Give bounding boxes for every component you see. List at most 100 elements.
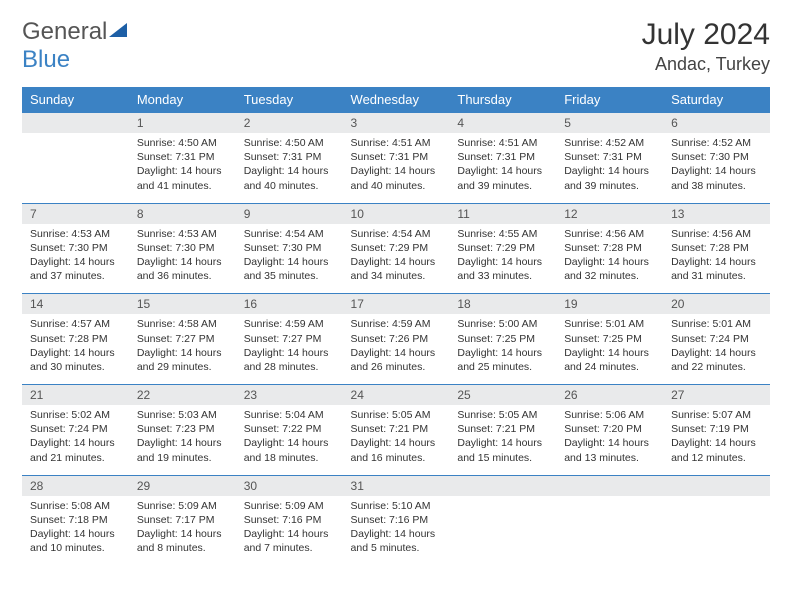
daylight-text: and 13 minutes.: [564, 451, 655, 465]
sunrise-text: Sunrise: 5:03 AM: [137, 408, 228, 422]
daylight-text: Daylight: 14 hours: [457, 164, 548, 178]
daylight-text: Daylight: 14 hours: [457, 255, 548, 269]
daylight-text: Daylight: 14 hours: [671, 164, 762, 178]
sunrise-text: Sunrise: 4:54 AM: [351, 227, 442, 241]
day-content-cell: Sunrise: 5:01 AMSunset: 7:25 PMDaylight:…: [556, 314, 663, 384]
daylight-text: Daylight: 14 hours: [137, 255, 228, 269]
daylight-text: Daylight: 14 hours: [564, 164, 655, 178]
daylight-text: Daylight: 14 hours: [244, 164, 335, 178]
sunset-text: Sunset: 7:30 PM: [30, 241, 121, 255]
day-content-cell: Sunrise: 4:51 AMSunset: 7:31 PMDaylight:…: [343, 133, 450, 203]
daylight-text: Daylight: 14 hours: [137, 527, 228, 541]
sunrise-text: Sunrise: 5:04 AM: [244, 408, 335, 422]
daylight-text: and 19 minutes.: [137, 451, 228, 465]
daylight-text: Daylight: 14 hours: [671, 436, 762, 450]
weekday-header: Sunday: [22, 87, 129, 113]
day-content-cell: Sunrise: 4:52 AMSunset: 7:30 PMDaylight:…: [663, 133, 770, 203]
sunset-text: Sunset: 7:30 PM: [137, 241, 228, 255]
daylight-text: and 25 minutes.: [457, 360, 548, 374]
daylight-text: Daylight: 14 hours: [244, 346, 335, 360]
day-number-cell: 13: [663, 203, 770, 224]
day-number-row: 78910111213: [22, 203, 770, 224]
daylight-text: and 30 minutes.: [30, 360, 121, 374]
sunset-text: Sunset: 7:31 PM: [564, 150, 655, 164]
day-content-cell: Sunrise: 4:54 AMSunset: 7:30 PMDaylight:…: [236, 224, 343, 294]
daylight-text: Daylight: 14 hours: [564, 346, 655, 360]
sunrise-text: Sunrise: 5:10 AM: [351, 499, 442, 513]
day-number-cell: 31: [343, 475, 450, 496]
sunset-text: Sunset: 7:18 PM: [30, 513, 121, 527]
day-content-cell: Sunrise: 4:50 AMSunset: 7:31 PMDaylight:…: [129, 133, 236, 203]
day-content-cell: Sunrise: 5:04 AMSunset: 7:22 PMDaylight:…: [236, 405, 343, 475]
calendar-header: SundayMondayTuesdayWednesdayThursdayFrid…: [22, 87, 770, 113]
day-number-cell: 4: [449, 113, 556, 134]
daylight-text: and 32 minutes.: [564, 269, 655, 283]
daylight-text: Daylight: 14 hours: [244, 436, 335, 450]
title-block: July 2024 Andac, Turkey: [642, 18, 770, 75]
day-content-cell: [663, 496, 770, 566]
day-content-row: Sunrise: 4:57 AMSunset: 7:28 PMDaylight:…: [22, 314, 770, 384]
daylight-text: and 41 minutes.: [137, 179, 228, 193]
sunrise-text: Sunrise: 5:05 AM: [457, 408, 548, 422]
sunset-text: Sunset: 7:20 PM: [564, 422, 655, 436]
day-content-cell: [556, 496, 663, 566]
day-content-cell: Sunrise: 4:56 AMSunset: 7:28 PMDaylight:…: [556, 224, 663, 294]
daylight-text: and 29 minutes.: [137, 360, 228, 374]
daylight-text: and 39 minutes.: [457, 179, 548, 193]
daylight-text: Daylight: 14 hours: [671, 255, 762, 269]
location: Andac, Turkey: [642, 54, 770, 75]
sunrise-text: Sunrise: 4:59 AM: [244, 317, 335, 331]
day-content-cell: Sunrise: 5:08 AMSunset: 7:18 PMDaylight:…: [22, 496, 129, 566]
sunrise-text: Sunrise: 4:57 AM: [30, 317, 121, 331]
sunset-text: Sunset: 7:26 PM: [351, 332, 442, 346]
daylight-text: Daylight: 14 hours: [30, 346, 121, 360]
daylight-text: and 35 minutes.: [244, 269, 335, 283]
sunset-text: Sunset: 7:28 PM: [30, 332, 121, 346]
day-content-cell: Sunrise: 5:07 AMSunset: 7:19 PMDaylight:…: [663, 405, 770, 475]
daylight-text: Daylight: 14 hours: [137, 436, 228, 450]
daylight-text: and 10 minutes.: [30, 541, 121, 555]
sunrise-text: Sunrise: 4:56 AM: [564, 227, 655, 241]
daylight-text: and 28 minutes.: [244, 360, 335, 374]
daylight-text: and 15 minutes.: [457, 451, 548, 465]
daylight-text: and 39 minutes.: [564, 179, 655, 193]
daylight-text: and 38 minutes.: [671, 179, 762, 193]
daylight-text: and 16 minutes.: [351, 451, 442, 465]
daylight-text: Daylight: 14 hours: [564, 255, 655, 269]
day-content-cell: Sunrise: 4:52 AMSunset: 7:31 PMDaylight:…: [556, 133, 663, 203]
daylight-text: Daylight: 14 hours: [351, 164, 442, 178]
header: General Blue July 2024 Andac, Turkey: [22, 18, 770, 75]
day-number-cell: 3: [343, 113, 450, 134]
day-number-cell: 22: [129, 385, 236, 406]
sunset-text: Sunset: 7:29 PM: [351, 241, 442, 255]
sunrise-text: Sunrise: 4:55 AM: [457, 227, 548, 241]
daylight-text: and 37 minutes.: [30, 269, 121, 283]
day-content-cell: Sunrise: 5:01 AMSunset: 7:24 PMDaylight:…: [663, 314, 770, 384]
day-content-cell: Sunrise: 4:51 AMSunset: 7:31 PMDaylight:…: [449, 133, 556, 203]
sunrise-text: Sunrise: 4:56 AM: [671, 227, 762, 241]
daylight-text: and 22 minutes.: [671, 360, 762, 374]
sunrise-text: Sunrise: 5:01 AM: [671, 317, 762, 331]
sunrise-text: Sunrise: 5:07 AM: [671, 408, 762, 422]
sunrise-text: Sunrise: 4:50 AM: [137, 136, 228, 150]
sunrise-text: Sunrise: 4:50 AM: [244, 136, 335, 150]
sunset-text: Sunset: 7:16 PM: [351, 513, 442, 527]
sunset-text: Sunset: 7:31 PM: [244, 150, 335, 164]
day-content-cell: Sunrise: 4:58 AMSunset: 7:27 PMDaylight:…: [129, 314, 236, 384]
sunset-text: Sunset: 7:24 PM: [671, 332, 762, 346]
sunrise-text: Sunrise: 4:52 AM: [564, 136, 655, 150]
weekday-header: Wednesday: [343, 87, 450, 113]
daylight-text: and 40 minutes.: [351, 179, 442, 193]
daylight-text: Daylight: 14 hours: [351, 436, 442, 450]
day-content-cell: Sunrise: 5:00 AMSunset: 7:25 PMDaylight:…: [449, 314, 556, 384]
day-number-cell: 25: [449, 385, 556, 406]
day-content-row: Sunrise: 4:50 AMSunset: 7:31 PMDaylight:…: [22, 133, 770, 203]
day-number-cell: 19: [556, 294, 663, 315]
daylight-text: Daylight: 14 hours: [244, 527, 335, 541]
sunrise-text: Sunrise: 4:58 AM: [137, 317, 228, 331]
day-number-cell: 16: [236, 294, 343, 315]
sunrise-text: Sunrise: 4:54 AM: [244, 227, 335, 241]
daylight-text: Daylight: 14 hours: [137, 164, 228, 178]
day-number-cell: 9: [236, 203, 343, 224]
daylight-text: Daylight: 14 hours: [30, 436, 121, 450]
